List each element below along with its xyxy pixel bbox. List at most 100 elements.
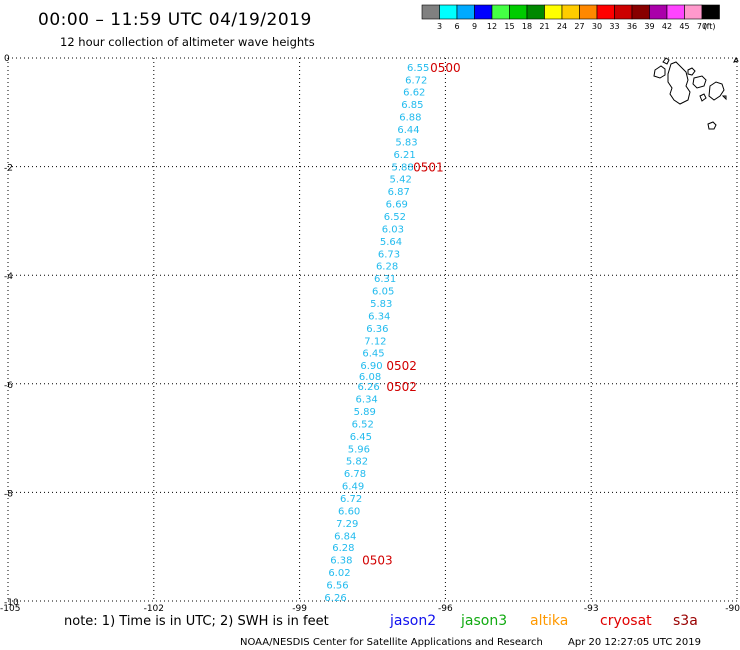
map-title: 00:00 – 11:59 UTC 04/19/2019 [38, 10, 312, 30]
pass-time-label: 0502 [386, 380, 417, 394]
wave-height-value: 6.36 [366, 324, 388, 335]
legend-label: 27 [574, 22, 584, 31]
longitude-label: -105 [0, 604, 20, 614]
wave-height-value: 6.84 [334, 531, 356, 542]
wave-height-value: 5.82 [346, 456, 368, 467]
wave-height-value: 6.52 [384, 212, 406, 223]
legend-label: 30 [592, 22, 602, 31]
satellite-name-cryosat: cryosat [600, 613, 652, 629]
wave-height-value: 6.62 [403, 88, 425, 99]
wave-height-value: 6.31 [374, 274, 396, 285]
map-subtitle: 12 hour collection of altimeter wave hei… [60, 35, 315, 49]
legend-label: 33 [609, 22, 619, 31]
wave-height-value: 6.88 [399, 113, 421, 124]
legend-label: 12 [487, 22, 497, 31]
wave-height-value: 5.83 [370, 299, 392, 310]
galapagos-islands-outline [653, 57, 739, 130]
legend-swatch [526, 4, 545, 20]
latitude-label: -6 [4, 381, 13, 391]
graticule-grid [7, 57, 738, 602]
pass-time-label: 0501 [413, 161, 444, 175]
pass-time-label: 0500 [430, 61, 461, 75]
wave-height-value: 5.42 [390, 175, 412, 186]
legend-swatch [561, 4, 580, 20]
longitude-label: -96 [438, 604, 453, 614]
legend-swatch [684, 4, 703, 20]
satellite-legend: jason2 jason3 altika cryosat s3a [389, 613, 698, 629]
wave-height-value: 5.89 [354, 407, 376, 418]
legend-label: 36 [627, 22, 637, 31]
wave-height-value: 5.88 [391, 163, 413, 174]
pass-time-label: 0503 [362, 554, 393, 568]
legend-label: 39 [644, 22, 654, 31]
wave-height-value: 6.55 [407, 63, 429, 74]
wave-height-value: 6.49 [342, 481, 364, 492]
legend-label: 70 [697, 22, 707, 31]
legend-label: 24 [557, 22, 567, 31]
legend-swatch [474, 4, 493, 20]
legend-swatch [701, 4, 720, 20]
wave-height-value: 6.60 [338, 506, 360, 517]
wave-height-value: 6.52 [352, 419, 374, 430]
wave-height-value: 7.12 [364, 336, 386, 347]
legend-swatch [544, 4, 563, 20]
satellite-name-jason3: jason3 [460, 613, 507, 629]
latitude-label: -4 [4, 272, 13, 282]
wave-height-value: 6.78 [344, 469, 366, 480]
wave-height-value: 6.38 [330, 556, 352, 567]
wave-height-value: 6.34 [368, 311, 390, 322]
wave-height-value: 5.64 [380, 237, 402, 248]
wave-height-color-legend: 3 6 9 12 15 18 21 24 27 30 33 36 39 42 45 70(ft) [421, 4, 720, 31]
longitude-label: -93 [584, 604, 599, 614]
wave-height-value: 6.02 [328, 568, 350, 579]
wave-height-value: 7.29 [336, 519, 358, 530]
legend-swatch [579, 4, 598, 20]
wave-height-value: 6.03 [382, 225, 404, 236]
wave-height-value: 6.28 [332, 543, 354, 554]
latitude-label: -10 [4, 598, 19, 608]
legend-swatch [421, 4, 440, 20]
wave-height-value: 6.73 [378, 249, 400, 260]
legend-unit: (ft) [703, 22, 715, 31]
satellite-name-jason2: jason2 [389, 613, 436, 629]
legend-swatch [596, 4, 615, 20]
legend-label: 21 [539, 22, 549, 31]
wave-height-value: 6.45 [350, 432, 372, 443]
wave-height-value: 6.28 [376, 261, 398, 272]
latitude-label: 0 [4, 54, 10, 64]
legend-label: 3 [437, 22, 442, 31]
legend-label: 42 [662, 22, 672, 31]
legend-label: 15 [504, 22, 514, 31]
wave-height-value: 6.21 [393, 150, 415, 161]
wave-height-value: 6.90 [360, 361, 382, 372]
satellite-name-s3a: s3a [673, 613, 698, 629]
footnote: note: 1) Time is in UTC; 2) SWH is in fe… [64, 614, 329, 629]
longitude-label: -90 [725, 604, 740, 614]
legend-label: 45 [679, 22, 689, 31]
legend-swatch [491, 4, 510, 20]
axis-tick-labels: -105 -102 -99 -96 -93 -90 0 -2 -4 -6 -8 -10 [0, 54, 740, 614]
pass-time-label: 0502 [386, 359, 417, 373]
wave-height-value: 6.85 [401, 100, 423, 111]
wave-height-value: 6.05 [372, 286, 394, 297]
credit-line: NOAA/NESDIS Center for Satellite Applica… [240, 637, 543, 648]
latitude-label: -8 [4, 489, 13, 499]
legend-swatch [456, 4, 475, 20]
legend-label: 18 [522, 22, 532, 31]
wave-height-value: 6.45 [362, 348, 384, 359]
pass-time-labels: 0500 0501 0502 0502 0503 [362, 61, 461, 568]
wave-height-value: 6.26 [324, 593, 346, 604]
wave-height-value: 5.96 [348, 444, 370, 455]
wave-height-value: 5.83 [395, 138, 417, 149]
legend-swatch [666, 4, 685, 20]
wave-height-value: 6.08 [359, 372, 381, 383]
wave-height-value: 6.26 [357, 382, 379, 393]
legend-swatch [509, 4, 528, 20]
wave-height-value: 6.69 [386, 200, 408, 211]
wave-height-readings: 6.556.726.626.856.886.445.836.215.885.42… [324, 63, 429, 604]
wave-height-value: 6.34 [356, 394, 378, 405]
wave-height-value: 6.56 [326, 581, 348, 592]
legend-swatch [649, 4, 668, 20]
wave-height-value: 6.44 [397, 125, 419, 136]
